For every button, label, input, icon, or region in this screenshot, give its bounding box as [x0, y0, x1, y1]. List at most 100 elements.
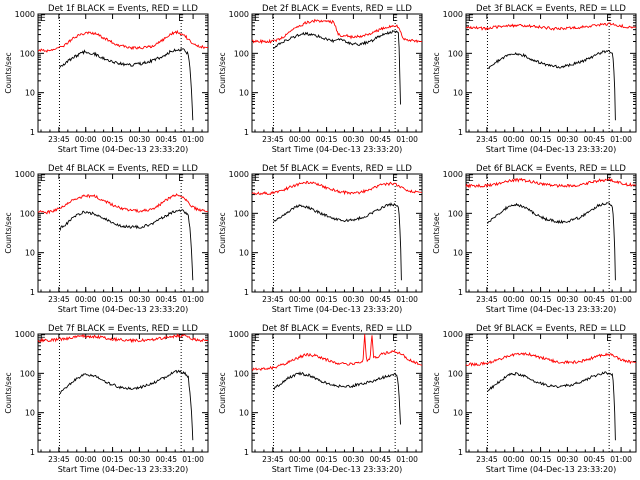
y-tick-label: 1	[30, 128, 35, 137]
x-tick-label: 00:15	[102, 455, 124, 464]
y-tick-label: 10	[25, 89, 35, 98]
x-tick-label: 00:15	[102, 135, 124, 144]
x-tick-label: 23:45	[48, 135, 70, 144]
y-tick-label: 1000	[15, 10, 35, 19]
y-tick-label: 1	[458, 448, 463, 457]
x-tick-label: 00:45	[155, 295, 177, 304]
x-tick-label: 00:15	[530, 135, 552, 144]
y-tick-label: 1	[458, 128, 463, 137]
panel-title: Det 5f BLACK = Events, RED = LLD	[262, 164, 412, 174]
event-marker-label: E	[178, 14, 184, 24]
y-tick-label: 100	[448, 209, 463, 218]
y-tick-label: 1	[458, 288, 463, 297]
x-tick-label: 23:45	[476, 295, 498, 304]
y-axis-label: Counts/sec	[4, 212, 13, 253]
plot-frame	[37, 13, 209, 133]
event-marker-label: E	[392, 334, 398, 344]
panel-det-9f: Det 9f BLACK = Events, RED = LLD 1 10 100 10…	[432, 324, 637, 474]
y-tick-label: 10	[25, 409, 35, 418]
panel-det-7f: Det 7f BLACK = Events, RED = LLD 1 10 100 10…	[4, 324, 209, 474]
x-tick-label: 00:15	[530, 295, 552, 304]
x-tick-label: 00:00	[75, 135, 97, 144]
x-tick-label: 00:45	[583, 135, 605, 144]
x-tick-label: 00:30	[129, 455, 151, 464]
event-marker-label: E	[254, 14, 260, 24]
x-tick-label: 23:45	[262, 455, 284, 464]
series-lld-line	[37, 193, 208, 215]
x-tick-label: 23:45	[262, 295, 284, 304]
y-tick-label: 10	[239, 409, 249, 418]
event-marker-label: E	[468, 14, 474, 24]
x-tick-label: 00:15	[102, 295, 124, 304]
x-tick-label: 00:45	[583, 455, 605, 464]
x-axis-label: Start Time (04-Dec-13 23:33:20)	[58, 145, 189, 154]
x-axis-label: Start Time (04-Dec-13 23:33:20)	[486, 465, 617, 474]
event-marker-label: E	[40, 14, 46, 24]
plot-frame	[465, 173, 637, 293]
panel-det-3f: Det 3f BLACK = Events, RED = LLD 1 10 100 10…	[432, 4, 637, 154]
plot-frame	[37, 333, 209, 453]
x-tick-label: 01:00	[610, 295, 632, 304]
series-events-line	[487, 202, 616, 281]
x-axis-label: Start Time (04-Dec-13 23:33:20)	[272, 145, 403, 154]
y-tick-label: 100	[234, 369, 249, 378]
x-axis-label: Start Time (04-Dec-13 23:33:20)	[272, 305, 403, 314]
panel-title: Det 2f BLACK = Events, RED = LLD	[262, 4, 412, 14]
x-axis-label: Start Time (04-Dec-13 23:33:20)	[486, 305, 617, 314]
y-axis-label: Counts/sec	[432, 212, 441, 253]
plot-frame	[37, 173, 209, 293]
x-tick-label: 00:30	[129, 295, 151, 304]
x-tick-label: 23:45	[48, 295, 70, 304]
series-lld-line	[251, 334, 423, 372]
x-tick-label: 01:00	[396, 135, 418, 144]
series-lld-line	[251, 18, 422, 45]
series-events-line	[59, 209, 194, 281]
x-tick-label: 01:00	[182, 135, 204, 144]
panel-title: Det 1f BLACK = Events, RED = LLD	[48, 4, 198, 14]
y-tick-label: 1000	[15, 330, 35, 339]
series-events-line	[273, 202, 402, 281]
panel-title: Det 4f BLACK = Events, RED = LLD	[48, 164, 198, 174]
y-tick-label: 1	[244, 288, 249, 297]
y-tick-label: 1	[30, 448, 35, 457]
x-tick-label: 23:45	[262, 135, 284, 144]
x-tick-label: 23:45	[48, 455, 70, 464]
x-axis-label: Start Time (04-Dec-13 23:33:20)	[58, 305, 189, 314]
plot-frame	[251, 333, 423, 453]
y-tick-label: 1000	[443, 330, 463, 339]
panel-det-1f: Det 1f BLACK = Events, RED = LLD 1 10 100 10…	[4, 4, 209, 154]
x-tick-label: 01:00	[396, 295, 418, 304]
y-tick-label: 1000	[15, 170, 35, 179]
y-axis-label: Counts/sec	[432, 372, 441, 413]
y-tick-label: 100	[20, 369, 35, 378]
y-tick-label: 1000	[443, 170, 463, 179]
x-tick-label: 00:00	[289, 455, 311, 464]
event-marker-label: E	[178, 174, 184, 184]
panel-title: Det 8f BLACK = Events, RED = LLD	[262, 324, 412, 334]
panel-title: Det 3f BLACK = Events, RED = LLD	[476, 4, 626, 14]
x-tick-label: 00:30	[343, 455, 365, 464]
x-tick-label: 01:00	[182, 295, 204, 304]
event-marker-label: E	[254, 174, 260, 184]
x-tick-label: 01:00	[182, 455, 204, 464]
event-marker-label: E	[392, 174, 398, 184]
y-tick-label: 10	[25, 249, 35, 258]
x-tick-label: 00:45	[369, 295, 391, 304]
y-axis-label: Counts/sec	[4, 52, 13, 93]
plot-frame	[251, 13, 423, 133]
x-tick-label: 00:30	[343, 135, 365, 144]
event-marker-label: E	[606, 14, 612, 24]
y-tick-label: 10	[239, 249, 249, 258]
y-axis-label: Counts/sec	[218, 212, 227, 253]
y-tick-label: 1000	[443, 10, 463, 19]
x-tick-label: 00:30	[343, 295, 365, 304]
series-events-line	[273, 371, 401, 425]
series-lld-line	[37, 29, 208, 53]
y-tick-label: 1	[244, 448, 249, 457]
series-events-line	[59, 47, 194, 121]
plot-frame	[465, 13, 637, 133]
series-events-line	[59, 369, 194, 441]
y-tick-label: 10	[453, 409, 463, 418]
x-tick-label: 00:00	[75, 295, 97, 304]
